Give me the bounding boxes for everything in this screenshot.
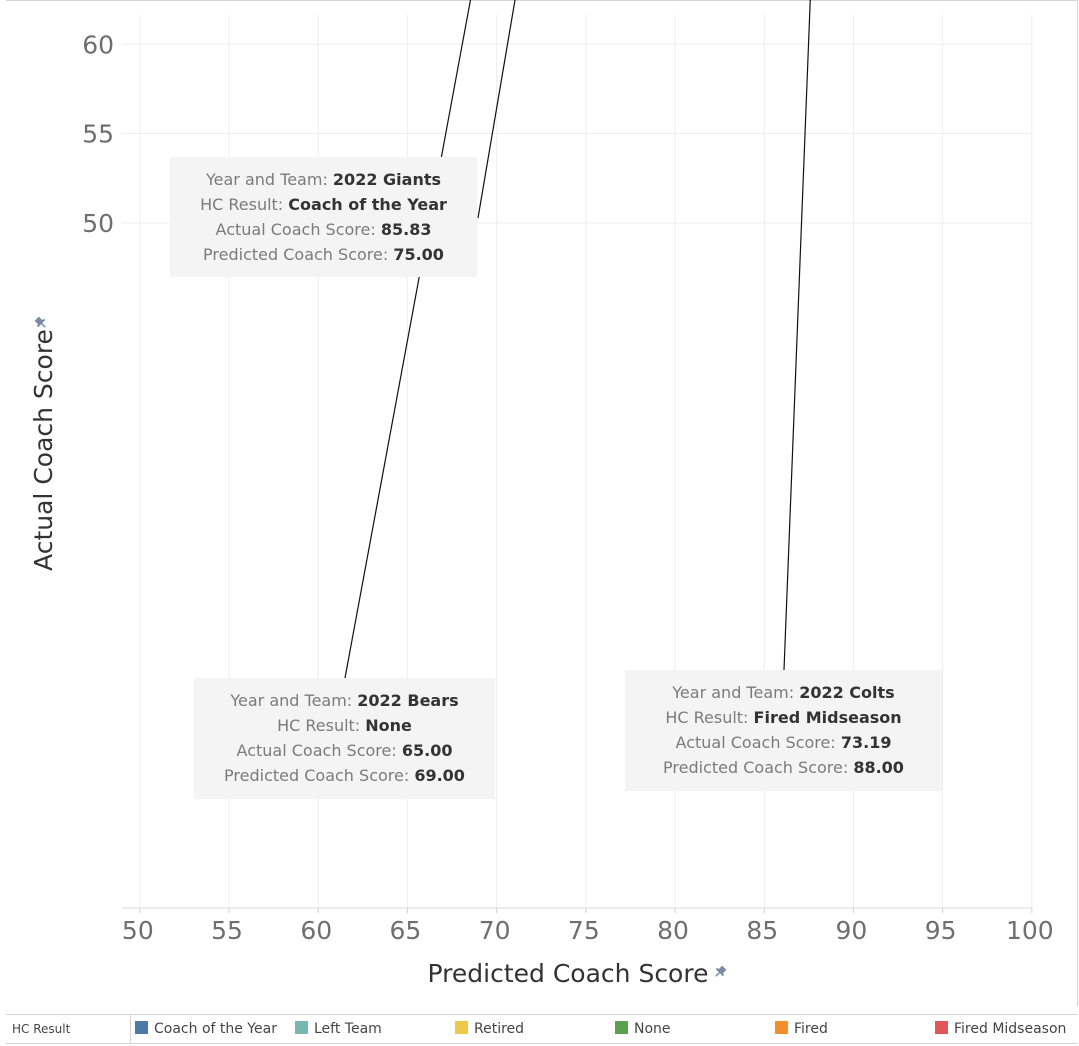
annotation-key: Predicted Coach Score: bbox=[224, 766, 415, 785]
legend-title: HC Result bbox=[6, 1015, 131, 1043]
annotation-line: Predicted Coach Score: 88.00 bbox=[639, 755, 928, 780]
x-tick-label: 50 bbox=[122, 916, 154, 945]
annotation-line: HC Result: Coach of the Year bbox=[184, 192, 463, 217]
annotation-line: Actual Coach Score: 73.19 bbox=[639, 730, 928, 755]
legend-item-none[interactable]: None bbox=[615, 1019, 671, 1039]
annotation-key: HC Result: bbox=[277, 716, 366, 735]
y-axis-title: Actual Coach Score bbox=[29, 329, 58, 571]
annotation-value: None bbox=[365, 716, 412, 735]
leader-line-giants bbox=[477, 0, 516, 219]
x-tick-label: 95 bbox=[925, 916, 957, 945]
x-tick-label: 60 bbox=[300, 916, 332, 945]
annotation-key: HC Result: bbox=[665, 708, 754, 727]
legend-swatch bbox=[135, 1021, 148, 1034]
legend-label: Coach of the Year bbox=[154, 1021, 277, 1037]
x-tick-labels: 50 55 60 65 70 75 80 85 90 95 100 bbox=[122, 916, 1054, 945]
y-tick-label: 55 bbox=[82, 120, 114, 149]
legend: HC Result Coach of the Year Left Team Re… bbox=[6, 1014, 1078, 1044]
annotation-key: Predicted Coach Score: bbox=[663, 758, 854, 777]
x-tick-label: 70 bbox=[479, 916, 511, 945]
leader-line-bears bbox=[344, 0, 472, 679]
y-tick-label: 50 bbox=[82, 209, 114, 238]
annotation-value: Coach of the Year bbox=[288, 195, 447, 214]
annotation-line: Year and Team: 2022 Bears bbox=[208, 688, 481, 713]
leader-line-colts bbox=[783, 0, 811, 671]
annotation-line: HC Result: Fired Midseason bbox=[639, 705, 928, 730]
annotation-leaders bbox=[344, 0, 811, 679]
annotation-key: Year and Team: bbox=[206, 170, 333, 189]
legend-swatch bbox=[615, 1021, 628, 1034]
x-axis-pin-icon[interactable] bbox=[712, 964, 728, 980]
legend-item-fired-midseason[interactable]: Fired Midseason bbox=[935, 1019, 1066, 1039]
legend-swatch bbox=[295, 1021, 308, 1034]
annotation-line: Actual Coach Score: 85.83 bbox=[184, 217, 463, 242]
annotation-value: 73.19 bbox=[840, 733, 892, 752]
annotation-bears: Year and Team: 2022 Bears HC Result: None… bbox=[194, 678, 495, 799]
x-tick-label: 90 bbox=[836, 916, 868, 945]
annotation-giants: Year and Team: 2022 Giants HC Result: Coa… bbox=[170, 157, 477, 277]
annotation-line: Predicted Coach Score: 69.00 bbox=[208, 763, 481, 788]
legend-label: Retired bbox=[474, 1021, 525, 1037]
annotation-value: Fired Midseason bbox=[753, 708, 902, 727]
annotation-key: Actual Coach Score: bbox=[215, 220, 381, 239]
annotation-value: 85.83 bbox=[380, 220, 432, 239]
x-tick-label: 85 bbox=[746, 916, 778, 945]
annotation-key: Actual Coach Score: bbox=[236, 741, 402, 760]
legend-swatch bbox=[775, 1021, 788, 1034]
x-tick-label: 55 bbox=[211, 916, 243, 945]
x-tick-label: 65 bbox=[390, 916, 422, 945]
annotation-value: 88.00 bbox=[853, 758, 904, 777]
annotation-value: 75.00 bbox=[393, 245, 444, 264]
legend-item-retired[interactable]: Retired bbox=[455, 1019, 524, 1039]
annotation-value: 65.00 bbox=[401, 741, 453, 760]
legend-item-fired[interactable]: Fired bbox=[775, 1019, 828, 1039]
x-tick-label: 75 bbox=[568, 916, 600, 945]
legend-label: Left Team bbox=[314, 1021, 382, 1037]
annotation-value: 2022 Bears bbox=[357, 691, 459, 710]
annotation-line: Year and Team: 2022 Colts bbox=[639, 680, 928, 705]
legend-label: Fired Midseason bbox=[954, 1021, 1067, 1037]
y-axis-pin-icon[interactable] bbox=[33, 315, 49, 331]
legend-swatch bbox=[455, 1021, 468, 1034]
annotation-value: 69.00 bbox=[414, 766, 465, 785]
annotation-line: Actual Coach Score: 65.00 bbox=[208, 738, 481, 763]
chart-frame bbox=[6, 0, 1078, 1006]
legend-label: Fired bbox=[794, 1021, 828, 1037]
annotation-value: 2022 Giants bbox=[332, 170, 441, 189]
annotation-line: Predicted Coach Score: 75.00 bbox=[184, 242, 463, 267]
annotation-key: Year and Team: bbox=[230, 691, 358, 710]
x-tick-label: 100 bbox=[1006, 916, 1054, 945]
legend-label: None bbox=[634, 1021, 671, 1037]
y-tick-label: 60 bbox=[82, 30, 114, 59]
x-axis-title: Predicted Coach Score bbox=[428, 959, 709, 988]
x-tick-label: 80 bbox=[657, 916, 689, 945]
annotation-value: 2022 Colts bbox=[799, 683, 895, 702]
scatter-chart: 50 55 60 65 70 75 80 85 90 95 100 50 55 60 65 70 75 80 85… bbox=[29, 0, 1054, 988]
annotation-key: Year and Team: bbox=[672, 683, 800, 702]
annotation-line: HC Result: None bbox=[208, 713, 481, 738]
legend-item-coach-of-the-year[interactable]: Coach of the Year bbox=[135, 1019, 277, 1039]
legend-swatch bbox=[935, 1021, 948, 1034]
annotation-key: HC Result: bbox=[200, 195, 289, 214]
annotation-key: Predicted Coach Score: bbox=[203, 245, 394, 264]
annotation-line: Year and Team: 2022 Giants bbox=[184, 167, 463, 192]
annotation-colts: Year and Team: 2022 Colts HC Result: Fire… bbox=[625, 670, 942, 791]
annotation-key: Actual Coach Score: bbox=[675, 733, 841, 752]
legend-item-left-team[interactable]: Left Team bbox=[295, 1019, 382, 1039]
